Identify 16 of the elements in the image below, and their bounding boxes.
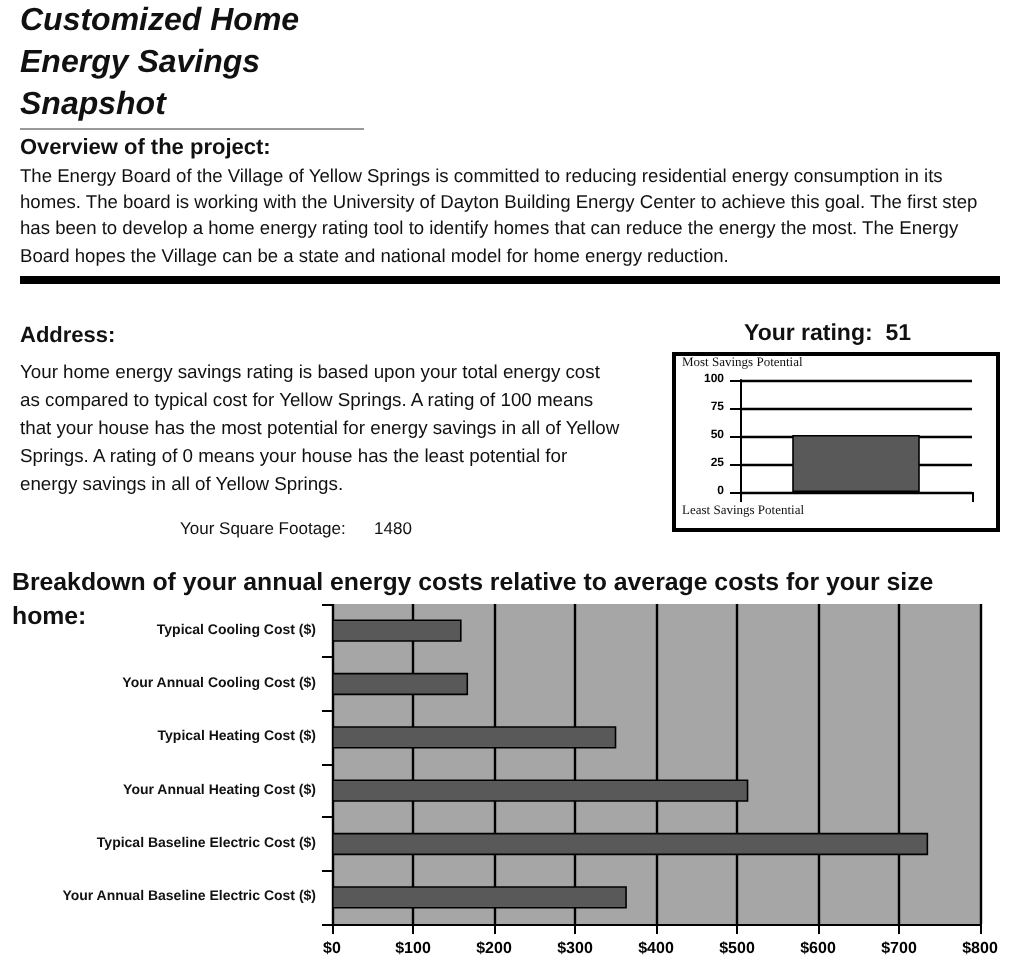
x-tick-label: $300	[557, 939, 594, 957]
x-tick-label: $400	[638, 939, 675, 957]
text: Overview of the project:	[20, 136, 271, 160]
x-tick-label: $100	[395, 939, 432, 957]
x-tick-label: $800	[962, 939, 999, 957]
text: Address:	[20, 324, 116, 348]
x-tick-label: $0	[323, 939, 342, 957]
x-tick-label: $600	[800, 939, 837, 957]
text: The Energy Board of the Village of Yellow Springs is committed to reducing residential energy consumption in its homes. The board is working with the University of Dayton Building Energy Center to achieve this goal. The first step has been to develop a home energy rating tool to identify homes that can reduce the energy the most. The Energy Board hopes the Village can be a state and national model for home energy reduction.	[20, 164, 1000, 284]
text: Your home energy savings rating is based upon your total energy cost as compared to typical cost for Yellow Springs. A rating of 100 means that your house has the most potential for energy savings in all of Yellow Springs. A rating of 0 means your house has the least potential for energy savings in all of Yellow Springs.	[20, 358, 620, 498]
x-tick-label: $500	[719, 939, 756, 957]
x-tick-label: $700	[881, 939, 918, 957]
text: Customized Home Energy Savings Snapshot	[20, 0, 364, 130]
text: Your Square Footage: 1480	[180, 518, 412, 538]
x-tick-label: $200	[476, 939, 513, 957]
chart-title: Your rating: 51	[744, 322, 911, 346]
